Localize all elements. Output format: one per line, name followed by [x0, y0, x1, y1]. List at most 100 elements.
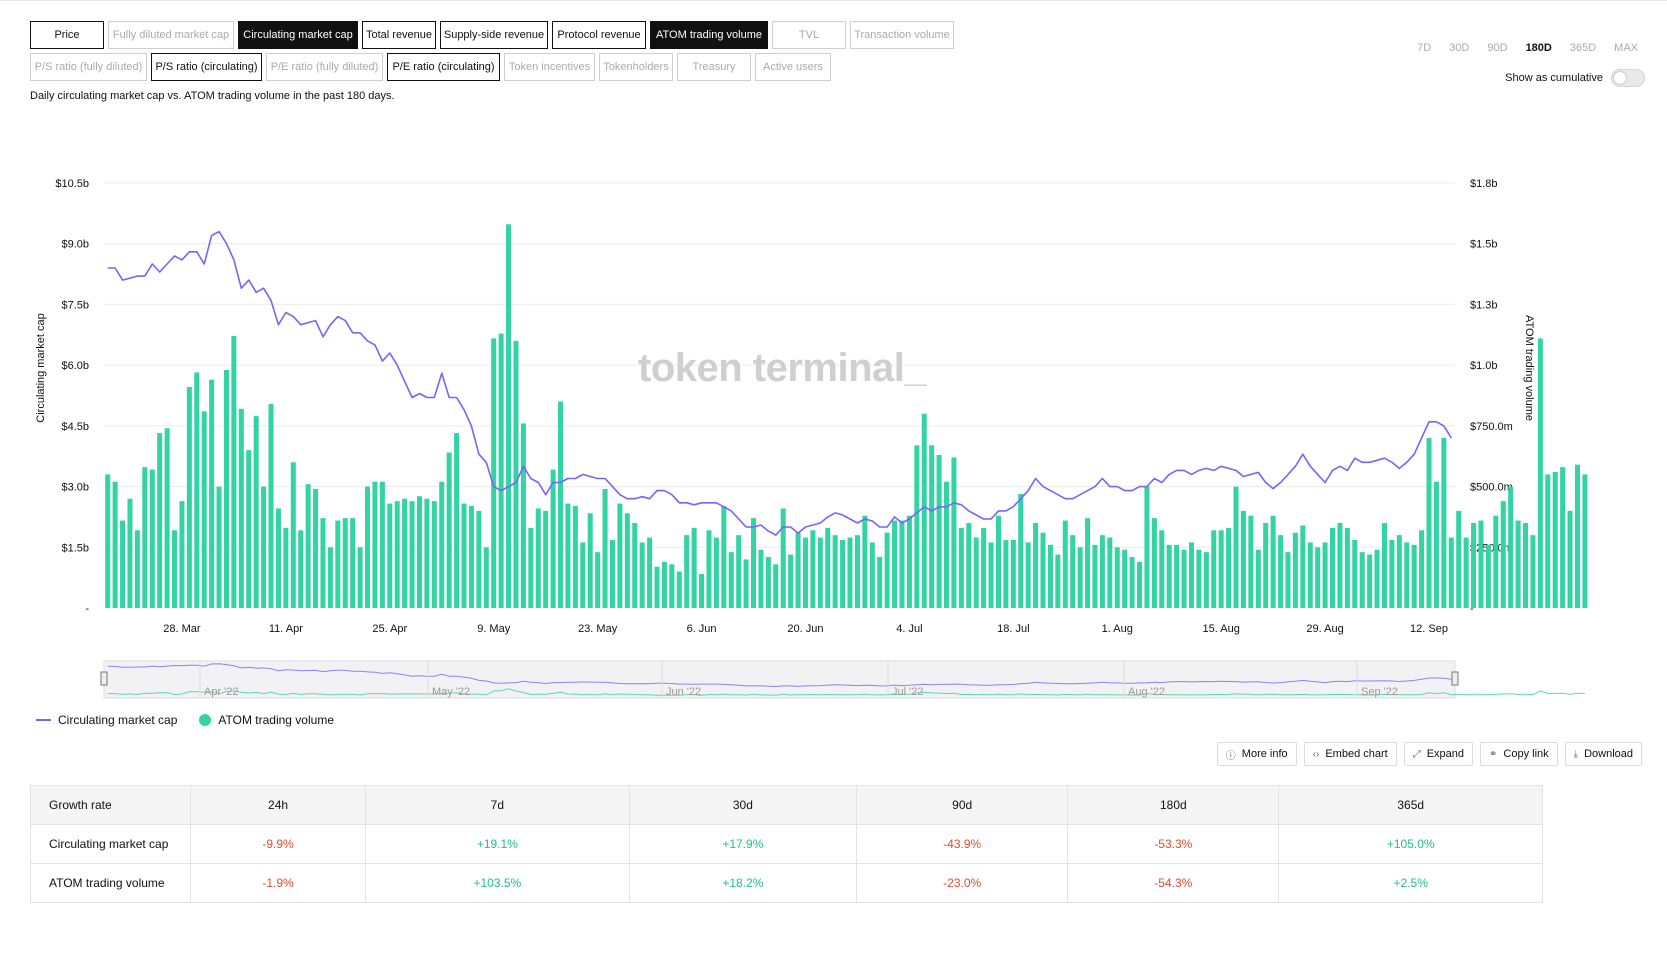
metric-tab[interactable]: Protocol revenue	[552, 21, 646, 49]
volume-bar	[535, 508, 541, 608]
volume-bar	[424, 498, 430, 608]
volume-bar	[751, 518, 757, 608]
volume-bar	[402, 498, 408, 608]
range-option[interactable]: 365D	[1569, 42, 1597, 54]
volume-bar	[1330, 527, 1336, 608]
metric-tab[interactable]: Token incentives	[504, 53, 595, 81]
metric-tab[interactable]: TVL	[772, 21, 846, 49]
range-option[interactable]: 30D	[1449, 42, 1470, 54]
volume-bar	[1411, 544, 1417, 608]
volume-bar	[1144, 486, 1150, 608]
volume-bar	[1196, 549, 1202, 608]
volume-bar	[275, 508, 281, 608]
volume-bar	[149, 469, 155, 608]
volume-bar	[179, 501, 185, 608]
left-axis-tick: $9.0b	[61, 239, 89, 251]
watermark-logo: token terminal_	[638, 346, 927, 390]
volume-bar	[1292, 532, 1298, 608]
navigator-volume-line	[107, 688, 1585, 696]
metric-tabs-row-1: Price Fully diluted market cap Circulating…	[30, 21, 954, 49]
embed-chart-button[interactable]: ‹› Embed chart	[1303, 742, 1397, 766]
navigator-handle-right[interactable]	[1451, 671, 1459, 686]
x-axis-tick: 1. Aug	[1102, 623, 1133, 635]
volume-bar	[142, 467, 148, 608]
volume-bar	[1545, 474, 1551, 608]
navigator-line	[107, 663, 1452, 688]
more-info-button[interactable]: ⓘ More info	[1216, 742, 1297, 766]
metric-tab[interactable]: P/E ratio (circulating)	[387, 53, 500, 81]
volume-bar	[758, 549, 764, 608]
navigator-handle-left[interactable]	[100, 671, 108, 686]
volume-bar	[1114, 547, 1120, 608]
volume-bar	[929, 445, 935, 608]
left-axis-tick: $7.5b	[61, 299, 89, 311]
volume-bar	[914, 445, 920, 608]
metric-tab[interactable]: Circulating market cap	[238, 21, 358, 49]
volume-bar	[1263, 523, 1269, 608]
volume-bar	[617, 503, 623, 608]
metric-tab[interactable]: P/E ratio (fully diluted)	[266, 53, 383, 81]
legend-item-market-cap[interactable]: Circulating market cap	[36, 713, 177, 727]
volume-bar	[1188, 542, 1194, 608]
x-axis-tick: 20. Jun	[787, 623, 823, 635]
volume-bar	[1062, 520, 1068, 608]
volume-bar	[669, 564, 675, 608]
volume-bar	[1352, 540, 1358, 608]
navigator-label: May '22	[432, 686, 470, 698]
metric-tab[interactable]: ATOM trading volume	[650, 21, 768, 49]
range-option[interactable]: 90D	[1487, 42, 1508, 54]
expand-label: Expand	[1426, 748, 1465, 760]
volume-bar	[699, 574, 705, 608]
navigator-label: Jun '22	[666, 686, 701, 698]
volume-bar	[906, 515, 912, 608]
volume-bar	[869, 542, 875, 608]
download-button[interactable]: ⤓ Download	[1564, 742, 1642, 766]
expand-icon: ⤢	[1412, 748, 1421, 760]
volume-bar	[1092, 544, 1098, 608]
market-cap-line	[107, 230, 1452, 536]
growth-header-90d: 90d	[856, 785, 1069, 825]
volume-bar	[684, 535, 690, 608]
volume-bar	[468, 506, 474, 608]
volume-bar	[788, 554, 794, 608]
volume-bar	[238, 408, 244, 608]
metric-tab[interactable]: Supply-side revenue	[440, 21, 548, 49]
volume-bar	[1456, 510, 1462, 608]
volume-bar	[379, 481, 385, 608]
volume-bar	[1478, 520, 1484, 608]
x-axis-tick: 12. Sep	[1410, 623, 1448, 635]
range-option[interactable]: MAX	[1614, 42, 1638, 54]
right-axis-tick: $1.5b	[1470, 239, 1498, 251]
growth-header-24h: 24h	[189, 785, 367, 825]
range-option[interactable]: 180D	[1525, 42, 1552, 54]
expand-button[interactable]: ⤢ Expand	[1403, 742, 1474, 766]
volume-bar	[550, 469, 556, 608]
metric-tab[interactable]: Total revenue	[362, 21, 436, 49]
metric-tab[interactable]: Fully diluted market cap	[108, 21, 234, 49]
copy-link-button[interactable]: ⚭ Copy link	[1480, 742, 1558, 766]
legend-item-trading-volume[interactable]: ATOM trading volume	[199, 713, 334, 727]
metric-tab[interactable]: Active users	[755, 53, 831, 81]
volume-bar	[1337, 523, 1343, 608]
metric-tab[interactable]: Transaction volume	[850, 21, 954, 49]
volume-bar	[1523, 523, 1529, 608]
volume-bar	[639, 542, 645, 608]
metric-tab[interactable]: P/S ratio (circulating)	[151, 53, 262, 81]
growth-rate-table: Growth rate 24h 7d 30d 90d 180d 365d Cir…	[30, 785, 1543, 903]
metric-tab[interactable]: Price	[30, 21, 104, 49]
growth-cell: +105.0%	[1278, 824, 1543, 864]
volume-bar	[966, 523, 972, 608]
volume-bar	[1448, 537, 1454, 608]
metric-tab[interactable]: Treasury	[677, 53, 751, 81]
volume-bar	[186, 387, 192, 608]
volume-bar	[1574, 464, 1580, 608]
growth-cell: +19.1%	[365, 824, 630, 864]
range-option[interactable]: 7D	[1417, 42, 1432, 54]
x-axis-tick: 6. Jun	[687, 623, 717, 635]
time-range-selector: 7D 30D 90D 180D 365D MAX	[1408, 42, 1647, 54]
cumulative-toggle[interactable]	[1611, 69, 1645, 87]
volume-bar	[706, 530, 712, 608]
metric-tab[interactable]: P/S ratio (fully diluted)	[30, 53, 147, 81]
volume-bar	[773, 564, 779, 608]
metric-tab[interactable]: Tokenholders	[599, 53, 673, 81]
